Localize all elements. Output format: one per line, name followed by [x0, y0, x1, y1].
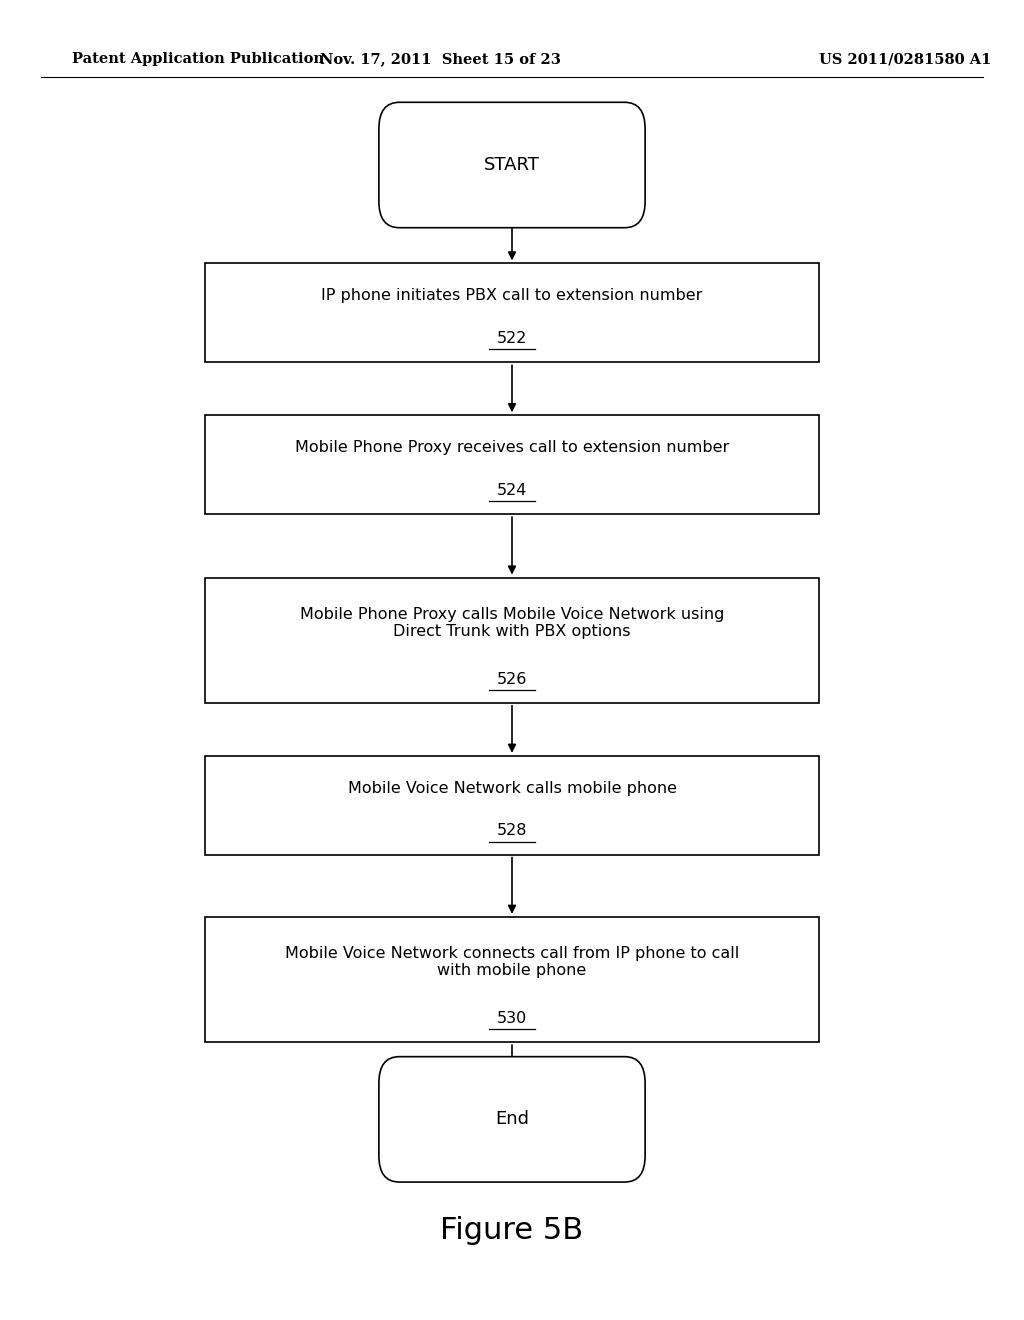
Text: Mobile Voice Network connects call from IP phone to call
with mobile phone: Mobile Voice Network connects call from …	[285, 946, 739, 978]
Text: 528: 528	[497, 824, 527, 838]
Text: Nov. 17, 2011  Sheet 15 of 23: Nov. 17, 2011 Sheet 15 of 23	[319, 53, 561, 66]
Text: START: START	[484, 156, 540, 174]
Bar	[205, 416, 819, 513]
Text: Mobile Voice Network calls mobile phone: Mobile Voice Network calls mobile phone	[347, 780, 677, 796]
Text: Mobile Phone Proxy calls Mobile Voice Network using
Direct Trunk with PBX option: Mobile Phone Proxy calls Mobile Voice Ne…	[300, 607, 724, 639]
Text: Patent Application Publication: Patent Application Publication	[72, 53, 324, 66]
FancyBboxPatch shape	[379, 1056, 645, 1183]
FancyBboxPatch shape	[379, 103, 645, 227]
Text: End: End	[495, 1110, 529, 1129]
Bar	[205, 755, 819, 855]
Text: Mobile Phone Proxy receives call to extension number: Mobile Phone Proxy receives call to exte…	[295, 440, 729, 455]
Bar	[205, 916, 819, 1043]
Text: 524: 524	[497, 483, 527, 498]
Text: Figure 5B: Figure 5B	[440, 1216, 584, 1245]
Text: IP phone initiates PBX call to extension number: IP phone initiates PBX call to extension…	[322, 288, 702, 304]
Bar	[205, 263, 819, 362]
Text: US 2011/0281580 A1: US 2011/0281580 A1	[819, 53, 991, 66]
Text: 530: 530	[497, 1011, 527, 1026]
Bar	[205, 578, 819, 702]
Text: 526: 526	[497, 672, 527, 686]
Text: 522: 522	[497, 331, 527, 346]
